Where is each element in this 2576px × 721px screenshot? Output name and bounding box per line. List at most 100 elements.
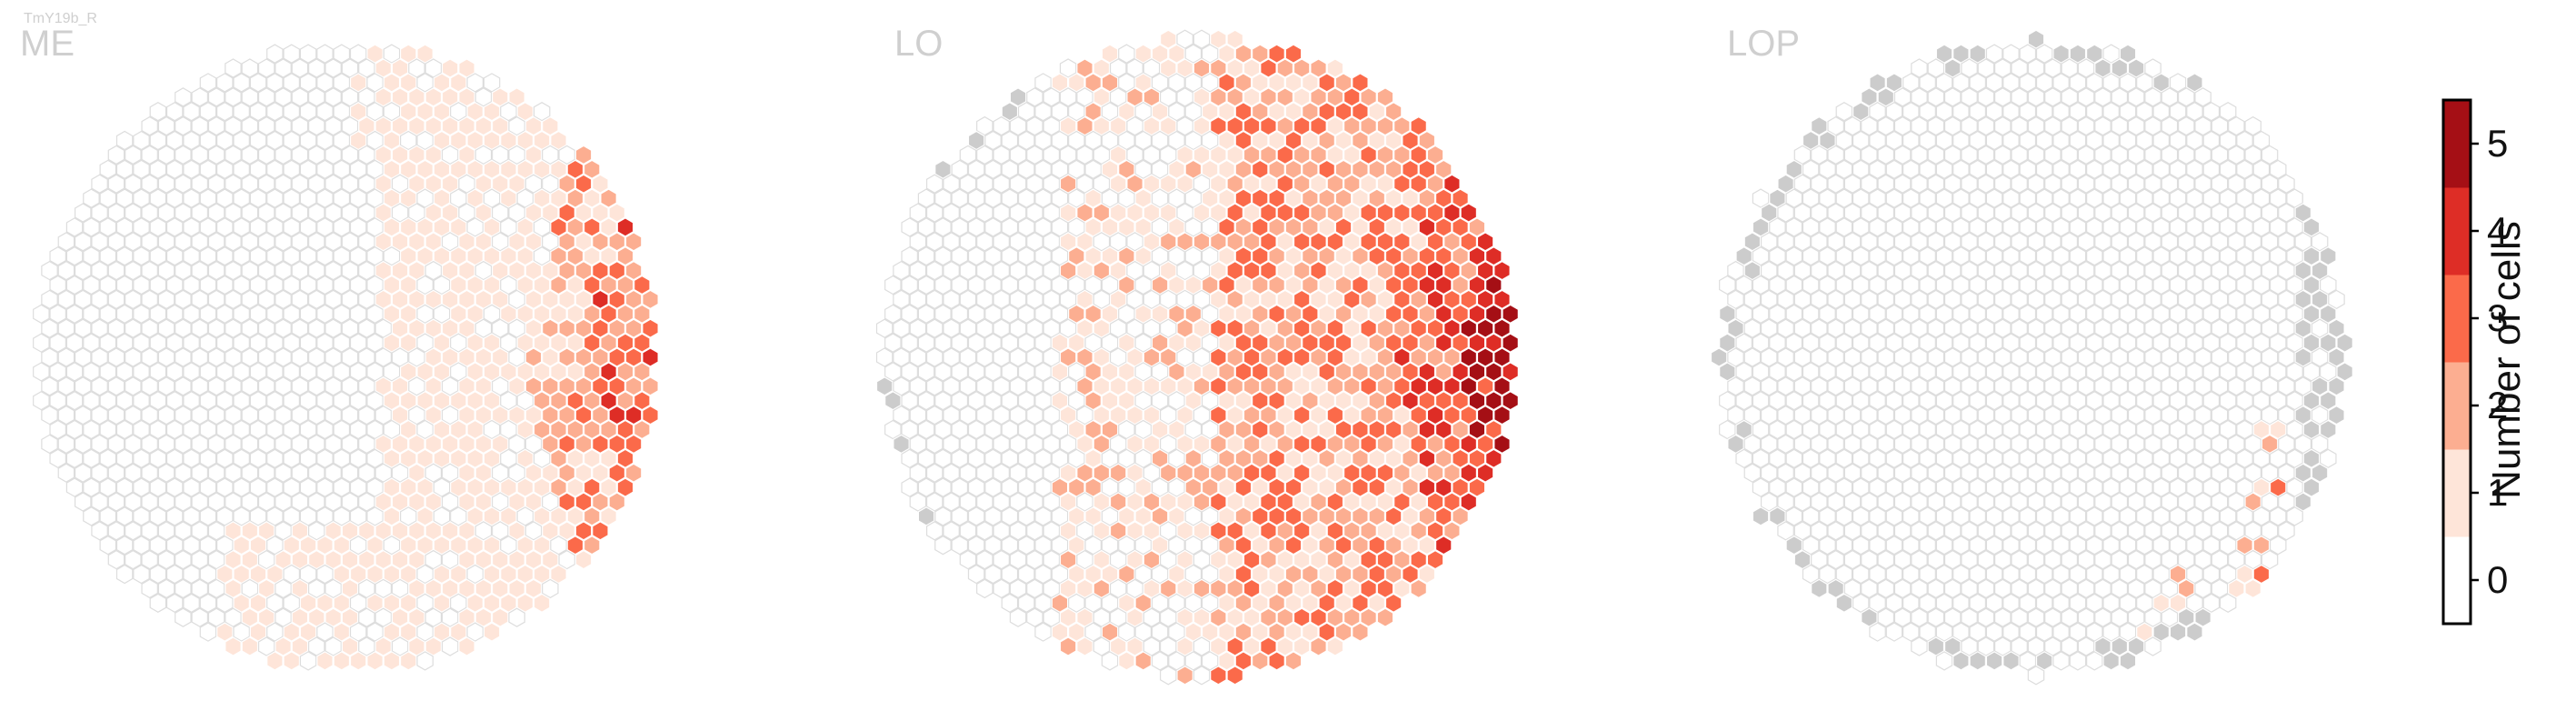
hex-cell — [934, 217, 952, 237]
hex-cell — [1852, 304, 1870, 324]
hex-cell — [216, 362, 234, 382]
hex-cell — [1026, 318, 1043, 338]
hex-cell — [433, 477, 451, 497]
hex-cell — [383, 593, 401, 613]
hex-cell — [341, 87, 359, 107]
hex-cell — [225, 578, 242, 599]
hex-cell — [1343, 521, 1361, 541]
hex-cell — [1326, 607, 1344, 627]
hex-cell — [1284, 304, 1303, 324]
hex-cell — [2186, 362, 2203, 382]
hex-cell — [1168, 217, 1185, 237]
hex-cell — [2069, 188, 2087, 208]
hex-cell — [1084, 622, 1102, 642]
hex-cell — [1051, 217, 1069, 237]
hex-cell — [2127, 347, 2145, 367]
hex-cell — [1343, 492, 1361, 512]
hex-cell — [1184, 564, 1203, 585]
hex-cell — [175, 87, 192, 107]
hex-cell — [2061, 578, 2078, 599]
hex-cell — [433, 102, 451, 122]
hex-cell — [1310, 145, 1327, 165]
hex-cell — [1468, 448, 1486, 468]
hex-cell — [2236, 506, 2253, 526]
hex-cell — [542, 145, 559, 165]
hex-cell — [1310, 232, 1327, 252]
hex-cell — [1902, 275, 1920, 295]
hex-cell — [1093, 87, 1111, 107]
hex-cell — [216, 593, 234, 613]
hex-cell — [624, 405, 643, 426]
hex-cell — [1218, 333, 1235, 353]
hex-cell — [441, 318, 459, 338]
hex-cell — [333, 477, 351, 497]
hex-cell — [909, 434, 927, 455]
hex-cell — [483, 217, 501, 237]
hex-cell — [1843, 289, 1862, 310]
hex-cell — [925, 347, 944, 367]
hex-cell — [2052, 477, 2070, 497]
hex-cell — [233, 217, 250, 237]
hex-cell — [249, 448, 267, 468]
hex-cell — [1326, 232, 1344, 252]
hex-cell — [2169, 391, 2187, 411]
hex-cell — [2094, 347, 2112, 367]
hex-cell — [967, 130, 985, 151]
hex-cell — [441, 492, 459, 512]
hex-cell — [2152, 593, 2170, 613]
hex-cell — [1852, 564, 1870, 585]
hex-cell — [976, 260, 993, 281]
hex-cell — [207, 289, 225, 310]
hex-cell — [316, 188, 334, 208]
hex-cell — [1176, 289, 1193, 310]
hex-cell — [1326, 463, 1344, 483]
hex-cell — [583, 536, 601, 556]
hex-cell — [1009, 347, 1027, 367]
hex-cell — [1977, 521, 1995, 541]
hex-cell — [308, 115, 325, 136]
hex-cell — [1260, 174, 1277, 194]
hex-cell — [2244, 549, 2261, 570]
hex-cell — [1452, 477, 1469, 497]
hex-cell — [366, 275, 384, 295]
hex-cell — [1777, 347, 1794, 367]
hex-cell — [1343, 289, 1361, 310]
hex-cell — [967, 275, 985, 295]
hex-cell — [183, 246, 200, 266]
hex-cell — [1360, 492, 1377, 512]
hex-cell — [1994, 492, 2012, 512]
hex-cell — [266, 651, 284, 671]
hex-cell — [450, 536, 467, 556]
hex-cell — [483, 419, 501, 440]
hex-cell — [1885, 506, 1903, 526]
hex-cell — [1952, 362, 1970, 382]
hex-cell — [458, 203, 475, 223]
hex-cell — [583, 477, 601, 497]
hex-cell — [1193, 492, 1211, 512]
hex-cell — [107, 145, 125, 165]
hex-cell — [1393, 289, 1411, 310]
hex-cell — [1126, 492, 1143, 512]
hex-cell — [967, 362, 985, 382]
hex-cell — [316, 622, 334, 642]
hex-cell — [1168, 536, 1185, 556]
hex-cell — [1226, 203, 1243, 223]
hex-cell — [1393, 115, 1411, 136]
hex-cell — [1376, 203, 1394, 223]
hex-cell — [1485, 362, 1503, 382]
hex-cell — [1059, 376, 1077, 396]
hex-cell — [1218, 536, 1235, 556]
hex-cell — [1835, 159, 1853, 179]
hex-cell — [1743, 232, 1762, 252]
hex-cell — [249, 246, 267, 266]
hex-cell — [283, 564, 300, 585]
hex-cell — [566, 506, 584, 526]
hex-cell — [199, 304, 217, 324]
hex-cell — [125, 521, 142, 541]
hex-cell — [508, 260, 525, 281]
hex-cell — [1376, 492, 1394, 512]
hex-cell — [2102, 593, 2120, 613]
hex-cell — [884, 391, 902, 411]
hex-cell — [1911, 434, 1928, 455]
hex-cell — [1485, 246, 1503, 266]
